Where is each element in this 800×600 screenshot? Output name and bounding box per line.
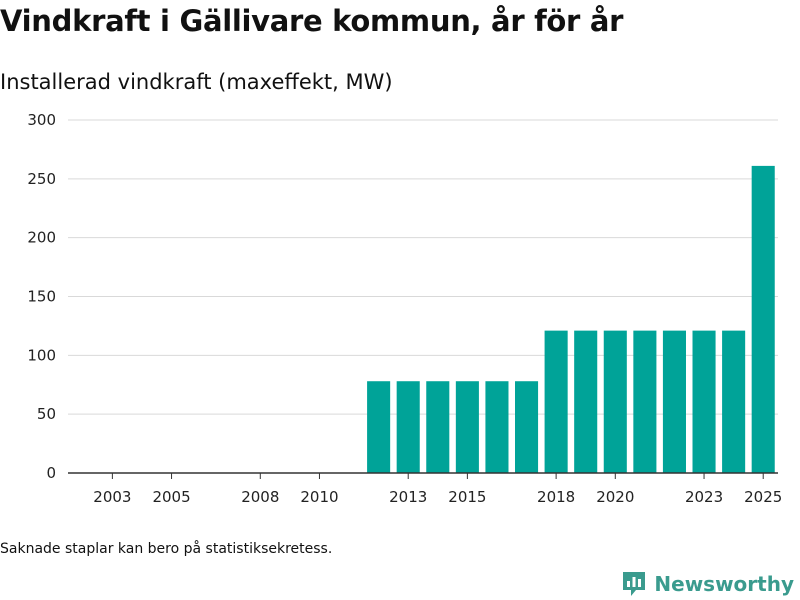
x-tick-label-2013: 2013 bbox=[389, 488, 427, 506]
chart-subtitle: Installerad vindkraft (maxeffekt, MW) bbox=[0, 70, 393, 94]
bar-2018 bbox=[544, 330, 568, 473]
bar-2014 bbox=[426, 381, 450, 473]
gridlines bbox=[68, 119, 778, 415]
bar-2017 bbox=[515, 381, 539, 473]
footnote: Saknade staplar kan bero på statistiksek… bbox=[0, 541, 333, 557]
bar-2023 bbox=[692, 330, 716, 473]
bar-2022 bbox=[662, 330, 686, 473]
y-axis-tick-labels: 0 50 100 150 200 250 300 bbox=[27, 111, 56, 482]
bar-2013 bbox=[396, 381, 420, 473]
brand-name: Newsworthy bbox=[654, 572, 794, 596]
y-tick-label-0: 0 bbox=[46, 464, 56, 482]
y-tick-label-100: 100 bbox=[27, 346, 56, 364]
x-tick-label-2008: 2008 bbox=[241, 488, 279, 506]
bar-2021 bbox=[633, 330, 657, 473]
y-tick-label-150: 150 bbox=[27, 288, 56, 306]
bar-2019 bbox=[574, 330, 598, 473]
newsworthy-logo-icon bbox=[623, 572, 646, 596]
bar-2020 bbox=[603, 330, 627, 473]
x-axis-ticks: 2003 2005 2008 2010 2013 2015 2018 2020 2023 2025 bbox=[93, 473, 782, 506]
y-tick-label-300: 300 bbox=[27, 111, 56, 129]
x-tick-label-2003: 2003 bbox=[93, 488, 131, 506]
x-tick-label-2023: 2023 bbox=[685, 488, 723, 506]
bar-2024 bbox=[722, 330, 746, 473]
newsworthy-brand: Newsworthy bbox=[621, 570, 794, 598]
x-tick-label-2020: 2020 bbox=[596, 488, 634, 506]
x-tick-label-2005: 2005 bbox=[152, 488, 190, 506]
chart-title: Vindkraft i Gällivare kommun, år för år bbox=[0, 4, 624, 38]
bar-2025 bbox=[751, 165, 775, 473]
y-tick-label-200: 200 bbox=[27, 229, 56, 247]
bar-2016 bbox=[485, 381, 509, 473]
bar-2012 bbox=[367, 381, 391, 473]
x-tick-label-2025: 2025 bbox=[744, 488, 782, 506]
bar-series bbox=[367, 165, 775, 473]
x-tick-label-2018: 2018 bbox=[537, 488, 575, 506]
bar-2015 bbox=[455, 381, 479, 473]
x-tick-label-2010: 2010 bbox=[300, 488, 338, 506]
y-tick-label-250: 250 bbox=[27, 170, 56, 188]
x-tick-label-2015: 2015 bbox=[448, 488, 486, 506]
y-tick-label-50: 50 bbox=[37, 405, 56, 423]
